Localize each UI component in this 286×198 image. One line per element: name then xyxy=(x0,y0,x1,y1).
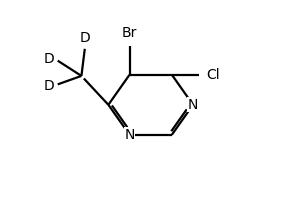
Text: Cl: Cl xyxy=(206,68,220,82)
Text: N: N xyxy=(124,128,135,142)
Text: D: D xyxy=(44,79,54,92)
Text: Br: Br xyxy=(122,26,137,40)
Text: D: D xyxy=(80,31,91,45)
Text: D: D xyxy=(44,52,54,66)
Text: N: N xyxy=(188,98,198,112)
